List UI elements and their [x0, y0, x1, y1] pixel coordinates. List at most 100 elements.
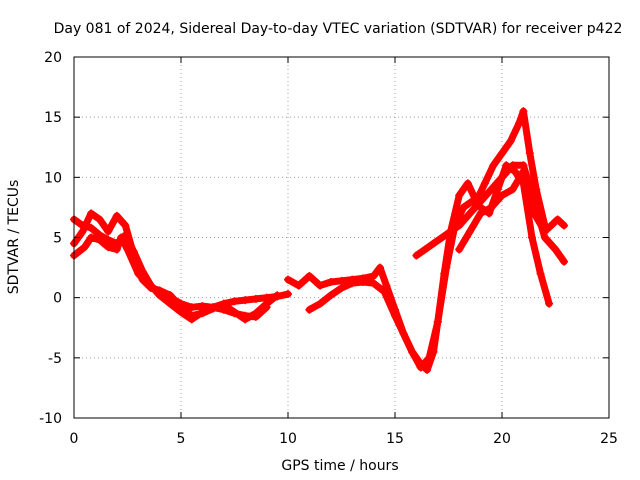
data-point-marker — [408, 347, 417, 356]
data-point-marker — [251, 309, 260, 318]
data-point-marker — [326, 278, 335, 287]
data-point-marker — [530, 209, 539, 218]
data-point-marker — [187, 303, 196, 312]
data-point-marker — [348, 279, 357, 288]
series-line-track-7 — [455, 167, 568, 253]
data-point-marker — [87, 209, 96, 218]
data-point-marker — [399, 329, 408, 338]
data-point-marker — [87, 233, 96, 242]
data-point-marker — [104, 235, 113, 244]
x-tick-label: 15 — [386, 431, 404, 447]
data-point-marker — [209, 304, 218, 313]
data-point-marker — [138, 275, 147, 284]
data-point-marker — [230, 308, 239, 317]
data-point-marker — [104, 227, 113, 236]
data-point-marker — [198, 309, 207, 318]
data-point-marker — [487, 203, 496, 212]
data-point-marker — [187, 311, 196, 320]
data-point-marker — [294, 281, 303, 290]
data-point-marker — [273, 291, 282, 300]
data-point-marker — [429, 239, 438, 248]
data-point-marker — [155, 286, 164, 295]
y-tick-label: -5 — [48, 351, 62, 367]
data-point-marker — [455, 221, 464, 230]
data-point-marker — [560, 221, 569, 230]
data-point-marker — [369, 279, 378, 288]
data-point-marker — [433, 317, 442, 326]
x-tick-label: 20 — [493, 431, 511, 447]
data-point-marker — [369, 272, 378, 281]
y-tick-label: 5 — [53, 231, 62, 247]
data-point-marker — [455, 191, 464, 200]
data-point-marker — [166, 299, 175, 308]
data-point-marker — [78, 227, 87, 236]
data-point-marker — [438, 233, 447, 242]
data-point-marker — [487, 185, 496, 194]
data-point-marker — [337, 284, 346, 293]
y-axis-label: SDTVAR / TECUs — [6, 180, 22, 295]
data-point-marker — [560, 257, 569, 266]
data-point-marker — [525, 149, 534, 158]
data-point-marker — [95, 215, 104, 224]
data-point-marker — [506, 137, 515, 146]
data-point-marker — [80, 243, 89, 252]
data-point-marker — [476, 209, 485, 218]
y-tick-label: 15 — [44, 110, 62, 126]
data-point-marker — [465, 227, 474, 236]
chart-title: Day 081 of 2024, Sidereal Day-to-day VTE… — [54, 21, 623, 37]
data-point-marker — [166, 291, 175, 300]
series-line-track-4 — [284, 107, 549, 374]
data-point-marker — [425, 353, 434, 362]
data-point-marker — [326, 291, 335, 300]
data-point-marker — [284, 290, 292, 299]
data-point-marker — [463, 179, 472, 188]
data-point-marker — [382, 281, 391, 290]
y-tick-label: 0 — [53, 291, 62, 307]
data-point-marker — [508, 185, 517, 194]
data-point-marker — [476, 197, 485, 206]
data-point-marker — [241, 315, 250, 324]
data-point-marker — [545, 299, 554, 308]
series-line-track-5 — [305, 161, 553, 371]
y-tick-label: 20 — [44, 50, 62, 66]
data-point-marker — [376, 263, 385, 272]
data-point-marker — [416, 363, 425, 372]
data-point-marker — [459, 203, 468, 212]
data-point-marker — [515, 119, 524, 128]
data-point-marker — [423, 365, 432, 374]
data-point-marker — [305, 305, 314, 314]
data-point-marker — [527, 233, 536, 242]
data-point-marker — [551, 245, 560, 254]
y-tick-label: 10 — [44, 170, 62, 186]
data-point-marker — [498, 173, 506, 182]
data-point-marker — [519, 107, 528, 116]
data-point-marker — [391, 311, 399, 320]
data-point-marker — [536, 269, 545, 278]
data-point-marker — [104, 243, 113, 252]
data-point-marker — [498, 191, 506, 200]
data-point-marker — [177, 303, 185, 312]
data-point-marker — [358, 278, 367, 287]
data-point-marker — [316, 299, 325, 308]
data-point-marker — [112, 239, 121, 248]
data-point-marker — [412, 251, 421, 260]
data-point-marker — [420, 245, 429, 254]
data-point-marker — [219, 300, 228, 309]
data-point-marker — [380, 287, 389, 296]
data-point-marker — [468, 197, 477, 206]
series-line-track-3 — [70, 209, 281, 323]
data-point-marker — [305, 272, 314, 281]
data-point-marker — [489, 161, 498, 170]
data-point-marker — [316, 281, 325, 290]
data-point-marker — [87, 223, 96, 232]
x-axis-label: GPS time / hours — [281, 458, 398, 474]
data-point-marker — [121, 221, 130, 230]
data-point-marker — [519, 167, 528, 176]
y-tick-label: -10 — [39, 411, 62, 427]
x-tick-label: 5 — [177, 431, 186, 447]
data-point-marker — [251, 294, 260, 303]
data-point-marker — [337, 276, 346, 285]
data-point-marker — [95, 231, 104, 240]
data-point-marker — [262, 299, 271, 308]
